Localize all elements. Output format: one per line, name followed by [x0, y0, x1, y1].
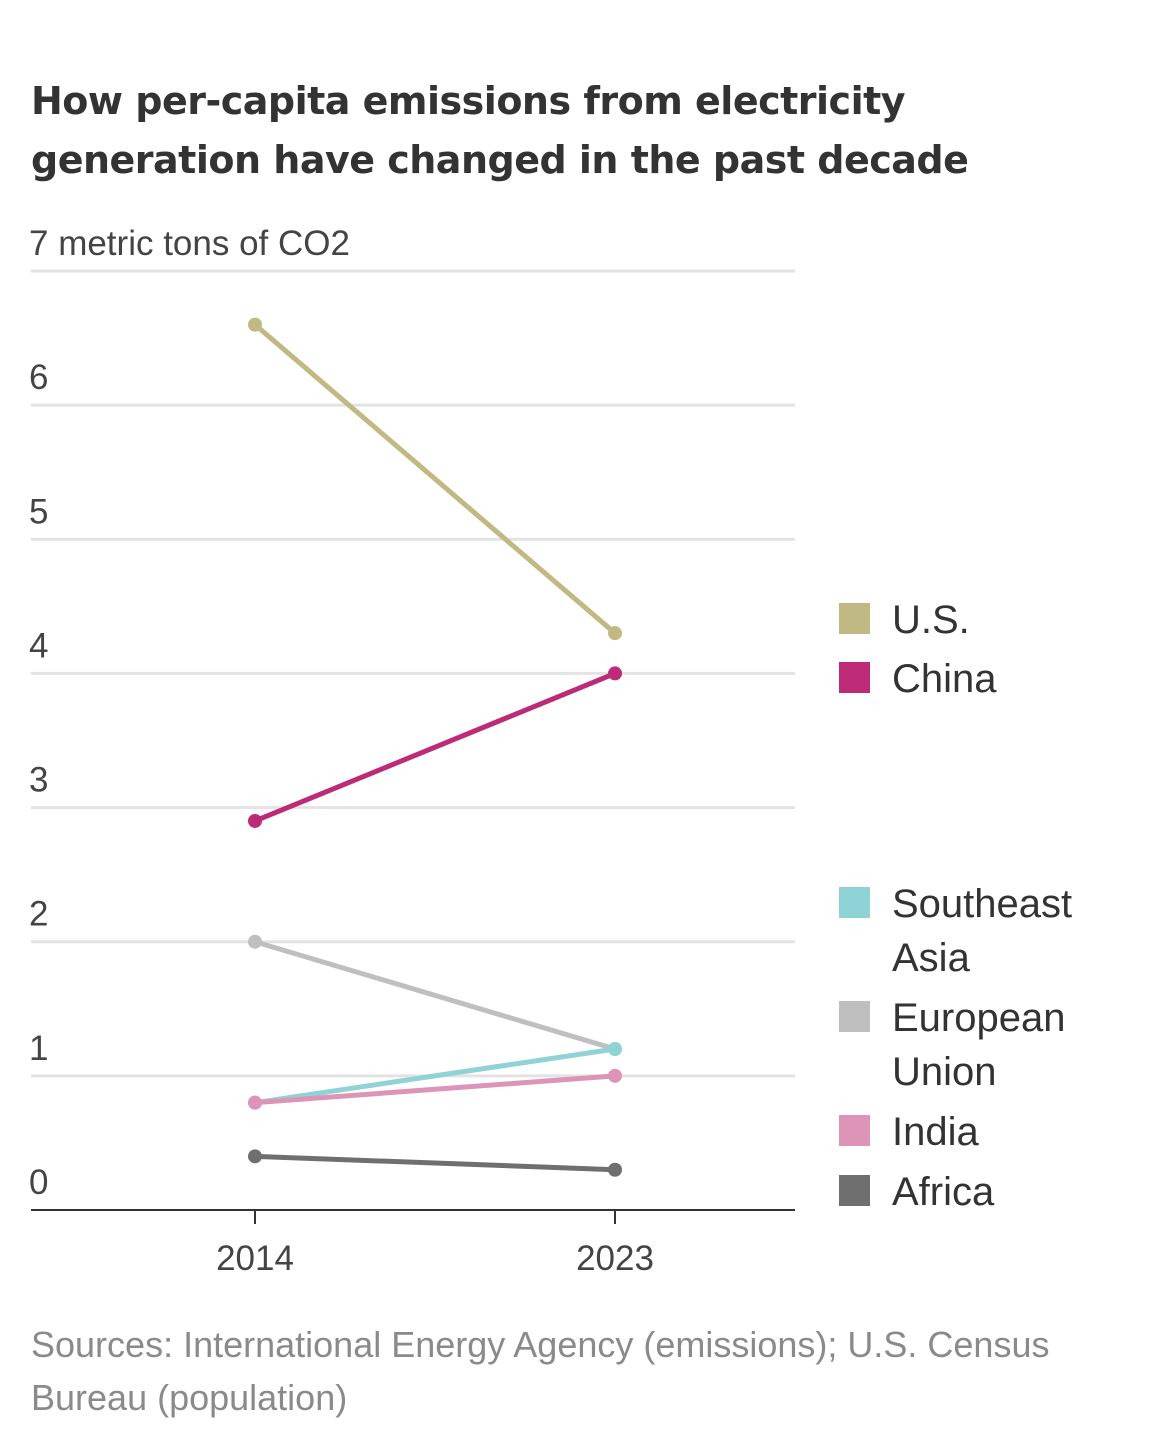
x-tick-label: 2014: [216, 1239, 294, 1278]
legend-item-china: China: [839, 657, 997, 701]
data-point-india: [608, 1068, 622, 1083]
data-point-china: [248, 813, 262, 828]
legend-swatch: [839, 1175, 870, 1206]
y-tick-label: 1: [29, 1029, 48, 1068]
chart-title: How per-capita emissions from electricit…: [31, 79, 969, 182]
x-tick-label: 2023: [576, 1239, 654, 1278]
legend-label: Union: [892, 1050, 997, 1094]
series-line-european-union: [252, 939, 618, 1052]
series-africa: [248, 1149, 622, 1177]
series-line-china: [252, 670, 618, 824]
legend-label: European: [892, 996, 1065, 1040]
series-u-s: [248, 317, 622, 641]
series-line-africa: [252, 1153, 618, 1173]
y-tick-label: 4: [29, 626, 48, 665]
gridlines: [31, 269, 795, 1078]
legend-item-southeast-asia: Southeast Asia: [839, 882, 1072, 980]
legend-label: China: [892, 657, 997, 701]
y-tick-label: 0: [29, 1163, 48, 1202]
legend-item-india: India: [839, 1110, 979, 1154]
legend-swatch: [839, 1001, 870, 1032]
legend-swatch: [839, 1115, 870, 1146]
data-point-china: [608, 666, 622, 681]
legend-item-u-s: U.S.: [839, 598, 970, 642]
legend-swatch: [839, 603, 870, 634]
data-point-u-s: [248, 317, 262, 332]
source-note: Sources: International Energy Agency (em…: [31, 1324, 1050, 1418]
y-tick-label: 3: [29, 761, 48, 800]
data-point-u-s: [608, 626, 622, 641]
legend: U.S. China Southeast Asia European Union India…: [839, 598, 1072, 1214]
series-china: [248, 666, 622, 828]
series-lines: [248, 317, 622, 1177]
data-point-india: [248, 1095, 262, 1110]
legend-label: India: [892, 1110, 979, 1154]
series-line-india: [252, 1073, 618, 1106]
series-line-u-s: [252, 322, 618, 636]
y-tick-label: 5: [29, 492, 48, 531]
data-point-southeast-asia: [608, 1042, 622, 1057]
data-point-africa: [608, 1162, 622, 1177]
legend-label: Southeast: [892, 882, 1072, 926]
legend-label: Asia: [892, 936, 971, 980]
legend-label: U.S.: [892, 598, 970, 642]
y-tick-label: 2: [29, 895, 48, 934]
series-india: [248, 1068, 622, 1110]
axes: 0 1 2 3 4 5 6 7 metric tons of CO2 2014 2023: [29, 224, 795, 1278]
legend-item-european-union: European Union: [839, 996, 1065, 1094]
line-chart: 0 1 2 3 4 5 6 7 metric tons of CO2 2014 2023 U.S.…: [29, 224, 1072, 1278]
legend-label: Africa: [892, 1170, 995, 1214]
data-point-africa: [248, 1149, 262, 1164]
series-line-southeast-asia: [252, 1046, 618, 1106]
legend-swatch: [839, 887, 870, 918]
y-tick-label: 7 metric tons of CO2: [29, 224, 350, 263]
legend-item-africa: Africa: [839, 1170, 995, 1214]
data-point-european-union: [248, 934, 262, 949]
legend-swatch: [839, 662, 870, 693]
y-tick-label: 6: [29, 358, 48, 397]
series-european-union: [248, 934, 622, 1057]
